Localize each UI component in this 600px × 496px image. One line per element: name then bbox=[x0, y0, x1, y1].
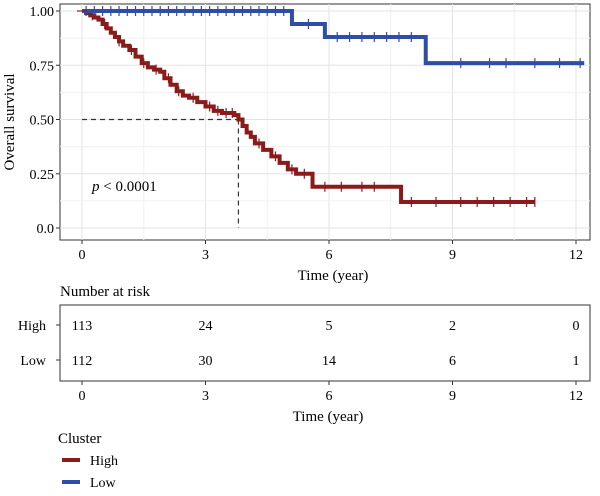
risk-cell: 6 bbox=[449, 354, 456, 369]
risk-row-label: Low bbox=[20, 354, 47, 369]
y-tick-label: 1.00 bbox=[30, 5, 55, 20]
y-tick-label: 0.75 bbox=[30, 59, 55, 74]
risk-table-frame bbox=[59, 304, 591, 382]
y-axis-ticks: 0.0 0.25 0.50 0.75 1.00 bbox=[30, 5, 60, 237]
risk-table-x-ticks: 0 3 6 9 12 bbox=[79, 381, 583, 404]
x-tick-label: 0 bbox=[79, 248, 86, 263]
legend-label-low: Low bbox=[90, 476, 117, 491]
risk-x-tick-label: 6 bbox=[326, 389, 333, 404]
p-value-annotation: p < 0.0001 bbox=[91, 179, 157, 195]
p-value-text: < 0.0001 bbox=[100, 179, 157, 195]
risk-cell: 14 bbox=[322, 354, 336, 369]
x-tick-label: 9 bbox=[449, 248, 456, 263]
curve-low bbox=[82, 9, 585, 66]
risk-cell: 5 bbox=[326, 319, 333, 334]
legend-title: Cluster bbox=[58, 431, 101, 447]
risk-x-tick-label: 3 bbox=[202, 389, 209, 404]
curve-high bbox=[82, 9, 535, 204]
survival-curves bbox=[77, 6, 585, 207]
plot-panel: p < 0.0001 0.0 0.25 0.50 0.75 1.00 0 3 6 9 12 Ov… bbox=[2, 3, 591, 284]
risk-table-title: Number at risk bbox=[60, 284, 150, 300]
risk-cell: 112 bbox=[72, 354, 92, 369]
risk-cell: 2 bbox=[449, 319, 456, 334]
risk-table-x-axis-label: Time (year) bbox=[293, 409, 364, 425]
x-axis-label: Time (year) bbox=[298, 268, 369, 284]
y-tick-label: 0.50 bbox=[30, 114, 55, 129]
risk-x-tick-label: 9 bbox=[449, 389, 456, 404]
risk-cell: 113 bbox=[72, 319, 92, 334]
x-tick-label: 6 bbox=[326, 248, 333, 263]
risk-cell: 24 bbox=[199, 319, 213, 334]
x-tick-label: 12 bbox=[569, 248, 583, 263]
risk-table-rows: High 113 24 5 2 0 Low 112 30 14 6 1 bbox=[18, 319, 580, 369]
x-axis-ticks: 0 3 6 9 12 bbox=[79, 240, 583, 263]
y-tick-label: 0.25 bbox=[30, 168, 55, 183]
x-tick-label: 3 bbox=[202, 248, 209, 263]
y-tick-label: 0.0 bbox=[37, 222, 55, 237]
legend: Cluster High Low bbox=[58, 431, 118, 491]
risk-x-tick-label: 12 bbox=[569, 389, 583, 404]
legend-label-high: High bbox=[90, 454, 118, 469]
risk-row-label: High bbox=[18, 319, 46, 334]
y-axis-label: Overall survival bbox=[2, 73, 18, 170]
risk-cell: 30 bbox=[199, 354, 213, 369]
risk-cell: 1 bbox=[573, 354, 580, 369]
risk-cell: 0 bbox=[573, 319, 580, 334]
p-value-symbol: p bbox=[91, 179, 100, 195]
legend-items: High Low bbox=[62, 454, 118, 491]
risk-x-tick-label: 0 bbox=[79, 389, 86, 404]
